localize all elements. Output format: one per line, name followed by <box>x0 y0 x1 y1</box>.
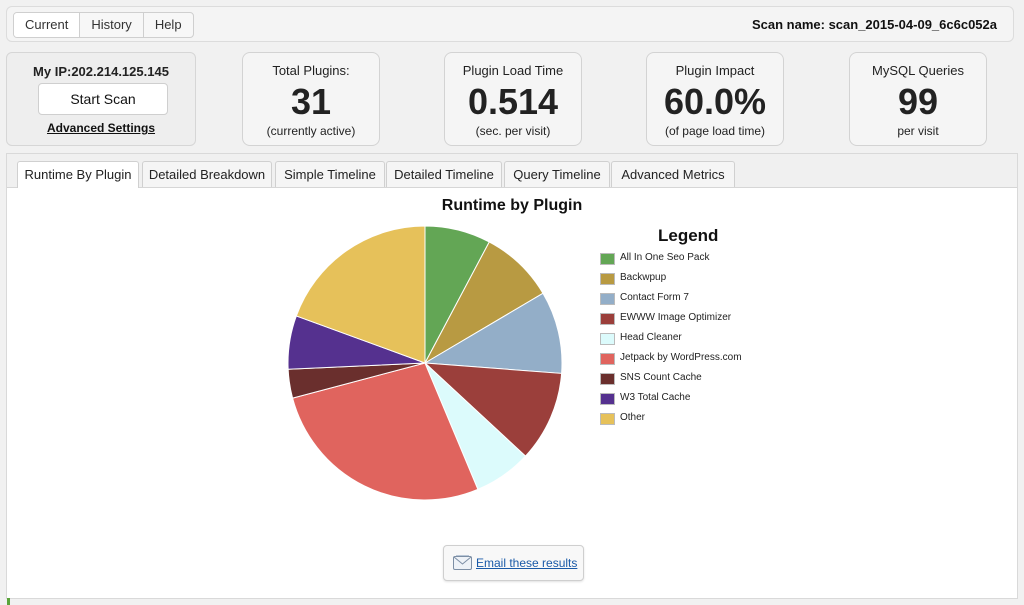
stat-card-plugin-load-time: Plugin Load Time 0.514 (sec. per visit) <box>444 52 582 146</box>
pie-slice-other[interactable] <box>295 225 426 364</box>
legend-label: Jetpack by WordPress.com <box>620 352 742 363</box>
results-tabs: Runtime By Plugin Detailed Breakdown Sim… <box>7 154 1017 188</box>
stat-card-plugin-impact: Plugin Impact 60.0% (of page load time) <box>646 52 784 146</box>
pie-slice-ewww-image-optimizer[interactable] <box>423 362 563 457</box>
my-ip-label: My IP:202.214.125.145 <box>33 64 169 79</box>
tab-runtime-by-plugin[interactable]: Runtime By Plugin <box>17 161 139 188</box>
start-scan-button[interactable]: Start Scan <box>38 83 168 115</box>
legend-swatch <box>600 393 615 405</box>
nav-history-button[interactable]: History <box>80 13 144 37</box>
chart-title: Runtime by Plugin <box>441 197 583 214</box>
legend-label: Contact Form 7 <box>620 292 689 303</box>
advanced-settings-link[interactable]: Advanced Settings <box>46 121 156 135</box>
legend-title: Legend <box>658 226 719 245</box>
stat-value: 99 <box>897 81 939 122</box>
legend-swatch <box>600 333 615 345</box>
legend-label: SNS Count Cache <box>620 372 702 383</box>
stat-card-total-plugins: Total Plugins: 31 (currently active) <box>242 52 380 146</box>
status-indicator <box>7 598 10 605</box>
nav-help-button[interactable]: Help <box>154 17 182 32</box>
envelope-icon <box>453 555 472 570</box>
stat-subtitle: (sec. per visit) <box>475 124 551 138</box>
legend-label: Head Cleaner <box>620 332 682 343</box>
runtime-pie-chart <box>287 225 563 501</box>
legend-label: W3 Total Cache <box>620 392 691 403</box>
stat-subtitle: (of page load time) <box>664 124 766 138</box>
nav-current-button[interactable]: Current <box>14 13 81 37</box>
legend-label: Other <box>620 412 646 423</box>
pie-slice-jetpack-by-wordpress-com[interactable] <box>291 362 479 501</box>
stat-title: Plugin Impact <box>675 63 755 78</box>
stat-title: MySQL Queries <box>872 63 964 78</box>
pie-slice-contact-form-7[interactable] <box>423 292 563 374</box>
tab-detailed-timeline[interactable]: Detailed Timeline <box>386 161 502 187</box>
legend-swatch <box>600 413 615 425</box>
stat-value: 0.514 <box>467 81 559 122</box>
stat-title: Total Plugins: <box>272 63 350 78</box>
top-bar: Current History Help Scan name: scan_201… <box>6 6 1014 42</box>
stat-value: 31 <box>290 81 332 122</box>
legend-swatch <box>600 353 615 365</box>
stat-subtitle: (currently active) <box>266 124 356 138</box>
results-panel: Runtime By Plugin Detailed Breakdown Sim… <box>6 153 1018 599</box>
legend-swatch <box>600 293 615 305</box>
scan-name: Scan name: scan_2015-04-09_6c6c052a <box>751 17 997 32</box>
view-switcher: Current History Help <box>13 12 194 38</box>
legend-swatch <box>600 313 615 325</box>
tab-detailed-breakdown[interactable]: Detailed Breakdown <box>142 161 272 187</box>
tab-simple-timeline[interactable]: Simple Timeline <box>275 161 385 187</box>
legend-swatch <box>600 273 615 285</box>
legend-label: Backwpup <box>620 272 667 283</box>
stat-value: 60.0% <box>663 81 767 122</box>
legend-label: EWWW Image Optimizer <box>620 312 732 323</box>
scan-control-card: My IP:202.214.125.145 Start Scan Advance… <box>6 52 196 146</box>
email-results-label: Email these results <box>476 556 578 570</box>
tab-query-timeline[interactable]: Query Timeline <box>504 161 610 187</box>
stat-subtitle: per visit <box>897 124 939 138</box>
stat-card-mysql-queries: MySQL Queries 99 per visit <box>849 52 987 146</box>
email-results-button[interactable]: Email these results <box>443 545 584 581</box>
stat-title: Plugin Load Time <box>462 63 564 78</box>
legend-swatch <box>600 373 615 385</box>
tab-advanced-metrics[interactable]: Advanced Metrics <box>611 161 735 187</box>
legend-label: All In One Seo Pack <box>620 252 710 263</box>
legend-swatch <box>600 253 615 265</box>
